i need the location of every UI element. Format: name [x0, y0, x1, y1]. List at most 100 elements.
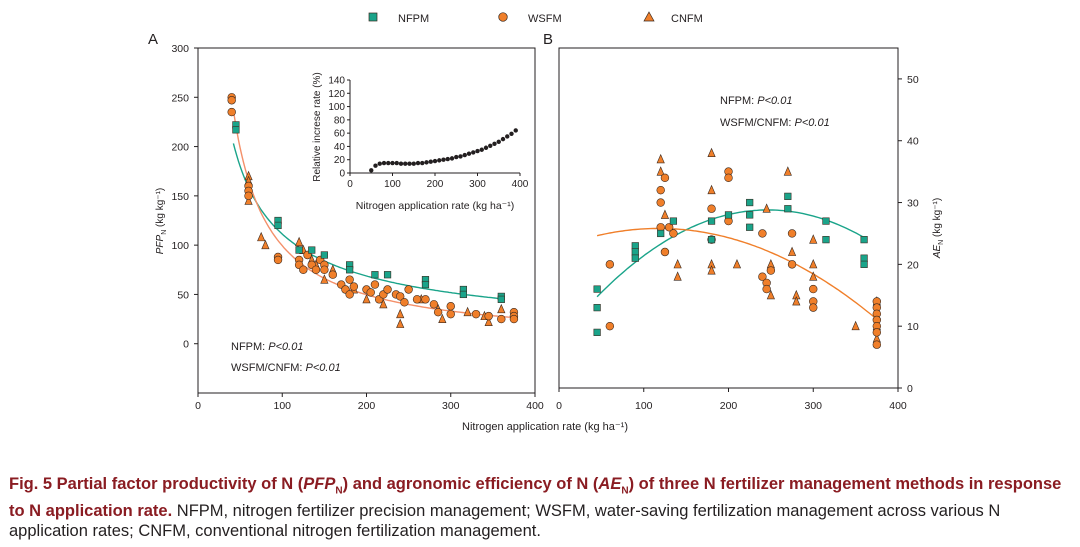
panel-b-point-nfpm	[707, 236, 716, 244]
inset-point	[398, 161, 404, 166]
inset-point	[509, 131, 514, 137]
panel-a-xtick-label: 200	[358, 400, 376, 412]
panel-b-point-wsfm	[872, 328, 882, 337]
panel-b-point-cnfm	[809, 271, 818, 281]
panel-a-point-nfpm	[308, 246, 316, 254]
panel-a-point-cnfm	[463, 306, 472, 317]
legend: NFPM WSFM CNFM	[368, 11, 703, 25]
panel-a-point-wsfm	[404, 285, 413, 294]
inset-xtick-label: 200	[427, 179, 444, 190]
panel-a-point-wsfm	[383, 285, 392, 294]
panel-a-ytick-label: 0	[183, 339, 189, 351]
panel-b-point-cnfm	[851, 320, 860, 331]
panel-b-point-wsfm	[787, 229, 797, 238]
inset-point	[424, 160, 429, 165]
panel-b-ytick-label: 10	[907, 321, 919, 333]
caption-bold-1: Partial factor productivity of N (	[52, 475, 304, 493]
panel-b-point-nfpm	[746, 198, 754, 207]
caption-fig-label: Fig. 5	[9, 475, 53, 493]
panel-b-point-nfpm	[746, 211, 754, 219]
inset-point	[386, 160, 391, 166]
panel-b-ytick-label: 40	[907, 136, 919, 148]
inset-point	[403, 161, 408, 166]
panel-b-point-nfpm	[746, 223, 754, 231]
panel-b-point-cnfm	[787, 246, 797, 256]
inset-point	[483, 145, 489, 150]
panel-b-point-nfpm	[822, 236, 830, 244]
panel-a-xtick-label: 100	[273, 400, 291, 412]
inset-point	[500, 136, 506, 142]
inset-point	[479, 147, 484, 152]
panel-a-point-nfpm	[295, 246, 303, 254]
panel-a-point-nfpm	[320, 251, 328, 259]
panel-a-point-wsfm	[497, 314, 506, 324]
inset-point	[420, 160, 425, 166]
inset-ytick-label: 100	[328, 102, 345, 113]
panel-b-ytick-label: 50	[907, 74, 919, 86]
panel-a-point-wsfm	[349, 282, 359, 291]
inset-ytick-label: 60	[334, 129, 346, 140]
panel-b-point-nfpm	[724, 211, 733, 219]
inset-point	[428, 159, 433, 164]
panel-b-point-nfpm	[860, 260, 868, 268]
panel-b-point-cnfm	[660, 209, 670, 219]
panel-a-point-wsfm	[396, 292, 405, 301]
panel-b-point-nfpm	[860, 254, 868, 262]
panel-b-ylabel: AEN (kg kg⁻¹)	[932, 198, 945, 259]
panel-b-point-nfpm	[593, 304, 601, 312]
inset-xtick-label: 300	[469, 179, 486, 190]
panel-a-point-nfpm	[421, 280, 430, 289]
caption-bold-3: ) of three N fertilizer management metho…	[9, 475, 1062, 521]
panel-a-ytick-label: 50	[177, 289, 189, 301]
inset-point	[505, 134, 510, 139]
panel-a-point-cnfm	[295, 236, 304, 247]
panel-a-point-wsfm	[328, 270, 337, 279]
panel-b-point-wsfm	[656, 185, 665, 195]
panel-b-xtick-label: 200	[720, 400, 738, 412]
panel-b-point-nfpm	[631, 242, 639, 250]
panel-b-point-wsfm	[605, 260, 615, 269]
panel-a-point-cnfm	[396, 318, 405, 328]
panel-b-xtick-label: 300	[804, 400, 822, 412]
panel-b-point-wsfm	[809, 284, 818, 294]
panel-a-point-cnfm	[320, 274, 329, 284]
panel-a-point-wsfm	[227, 107, 236, 117]
inset-point	[449, 156, 455, 161]
caption-pfp: PFP	[303, 475, 336, 493]
panel-b-point-cnfm	[673, 271, 682, 281]
panel-b-point-cnfm	[656, 153, 665, 164]
inset-point	[471, 150, 476, 155]
panel-a-ytick-label: 100	[171, 240, 189, 252]
panel-b-point-wsfm	[724, 173, 733, 183]
panel-b-point-cnfm	[707, 147, 716, 158]
panel-b-point-wsfm	[656, 198, 665, 207]
caption-pfp-sub: N	[335, 485, 343, 497]
panel-a-ylabel: PFPN (kg kg⁻¹)	[155, 188, 168, 254]
inset-point	[415, 160, 421, 166]
inset-point	[466, 151, 472, 156]
panel-a-point-wsfm	[446, 302, 455, 311]
inset-ytick-label: 80	[334, 115, 346, 126]
panel-b-point-cnfm	[673, 258, 682, 269]
panel-b-point-cnfm	[792, 296, 801, 306]
panel-b-point-wsfm	[605, 321, 615, 331]
panel-a-xtick-label: 0	[195, 400, 201, 412]
panel-b-xtick-label: 100	[635, 400, 653, 412]
panel-a-point-wsfm	[311, 265, 321, 274]
panel-a-point-cnfm	[497, 303, 506, 314]
caption-ae-sub: N	[621, 485, 629, 497]
panel-b-ytick-label: 30	[907, 198, 919, 210]
panel-b-label: B	[543, 31, 553, 48]
inset-ytick-label: 140	[328, 76, 345, 87]
caption-bold-2: ) and agronomic efficiency of N (	[342, 475, 599, 493]
panel-a-point-nfpm	[232, 126, 240, 134]
inset-ytick-label: 20	[334, 155, 346, 166]
panel-a-point-wsfm	[484, 311, 493, 321]
panel-b-point-cnfm	[732, 258, 742, 269]
panel-a-stat-nfpm: NFPM: P<0.01	[231, 341, 303, 353]
panel-b-point-cnfm	[809, 234, 818, 244]
panel-a-point-wsfm	[400, 298, 409, 307]
panel-a-points	[227, 93, 519, 328]
panel-b-point-wsfm	[762, 284, 771, 294]
